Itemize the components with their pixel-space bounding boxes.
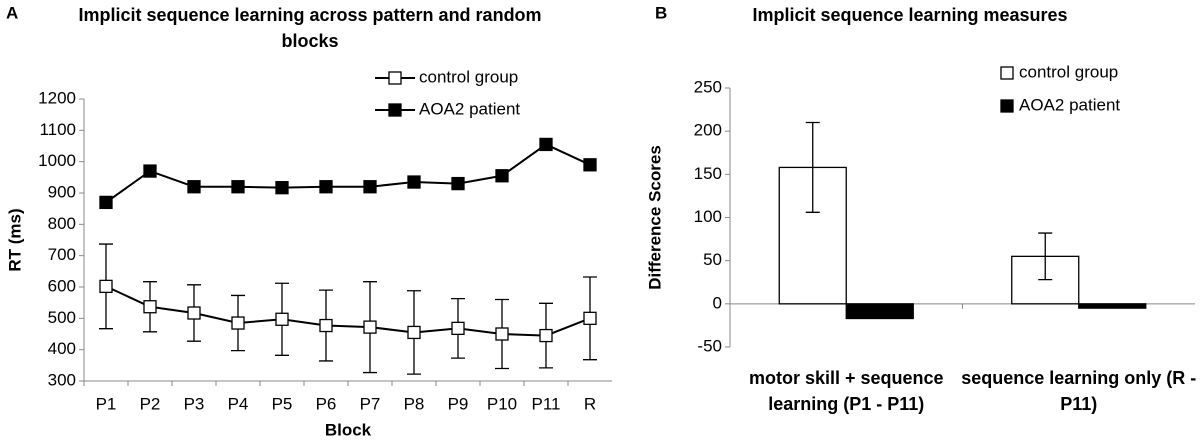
y-tick-label: 800: [48, 214, 76, 233]
y-tick-label: 700: [48, 245, 76, 264]
y-tick-label: 400: [48, 339, 76, 358]
y-axis-label: Difference Scores: [645, 145, 664, 290]
y-tick-label: 100: [694, 207, 722, 226]
marker: [143, 300, 157, 314]
x-tick-label: P5: [272, 394, 293, 413]
y-tick-label: 900: [48, 182, 76, 201]
x-tick-label: P11: [532, 394, 561, 413]
bar: [1078, 303, 1147, 309]
x-tick-label: P7: [360, 394, 381, 413]
x-tick-label: R: [584, 394, 596, 413]
marker: [187, 306, 201, 320]
x-tick-label: P2: [140, 394, 161, 413]
y-tick-label: 300: [48, 370, 76, 389]
marker: [275, 312, 289, 326]
x-tick-label: P3: [184, 394, 205, 413]
x-tick-label: P1: [96, 394, 117, 413]
marker: [231, 316, 245, 330]
marker: [99, 195, 113, 210]
chart-title: Implicit sequence learning across patter…: [78, 5, 542, 51]
error-bar: [805, 121, 820, 213]
marker: [495, 327, 509, 341]
x-tick-label: motor skill + sequence learning (P1 - P1…: [748, 368, 944, 414]
marker: [143, 164, 157, 178]
y-tick-label: 250: [694, 77, 722, 96]
marker: [231, 180, 245, 194]
marker: [451, 321, 465, 336]
x-tick-label: P6: [316, 394, 337, 413]
series-line: [105, 285, 591, 337]
marker: [275, 181, 289, 195]
marker: [363, 320, 377, 334]
legend-swatch: [1000, 66, 1014, 80]
marker: [495, 169, 509, 183]
marker: [583, 311, 597, 325]
error-bar: [1038, 232, 1053, 281]
y-tick-label: 1000: [38, 151, 76, 170]
marker: [583, 158, 597, 172]
marker: [451, 176, 465, 191]
legend-swatch: [1000, 99, 1014, 113]
marker: [407, 175, 421, 189]
y-tick-label: 200: [694, 121, 722, 140]
marker: [539, 137, 553, 152]
legend-label: control group: [1019, 62, 1118, 81]
y-axis-label: RT (ms): [5, 208, 24, 271]
panel-letter: B: [655, 3, 667, 22]
x-tick-label: P10: [487, 394, 517, 413]
y-tick-label: 0: [713, 293, 722, 312]
marker: [319, 318, 333, 333]
series-line: [105, 143, 591, 204]
marker: [363, 180, 377, 194]
x-tick-label: P9: [448, 394, 469, 413]
legend-swatch: [388, 71, 402, 85]
y-tick-label: -50: [697, 336, 722, 355]
marker: [407, 325, 421, 340]
legend-label: control group: [419, 67, 518, 86]
bar: [845, 303, 914, 320]
panel-letter: A: [6, 3, 18, 22]
chart-title: Implicit sequence learning measures: [752, 5, 1068, 25]
legend-swatch: [388, 103, 402, 117]
y-tick-label: 1100: [39, 120, 76, 139]
legend-label: AOA2 patient: [1019, 95, 1120, 114]
y-tick-label: 600: [48, 276, 76, 295]
marker: [319, 180, 333, 194]
legend-label: AOA2 patient: [419, 99, 520, 118]
y-tick-label: 50: [703, 250, 722, 269]
marker: [187, 180, 201, 194]
marker: [99, 279, 113, 294]
x-tick-label: P4: [228, 394, 249, 413]
x-axis-label: Block: [325, 420, 372, 439]
marker: [539, 328, 553, 343]
x-tick-label: P8: [404, 394, 425, 413]
y-tick-label: 1200: [38, 88, 76, 107]
y-tick-label: 150: [694, 164, 722, 183]
x-tick-label: sequence learning only (R - P11): [961, 368, 1197, 414]
y-tick-label: 500: [48, 308, 76, 327]
